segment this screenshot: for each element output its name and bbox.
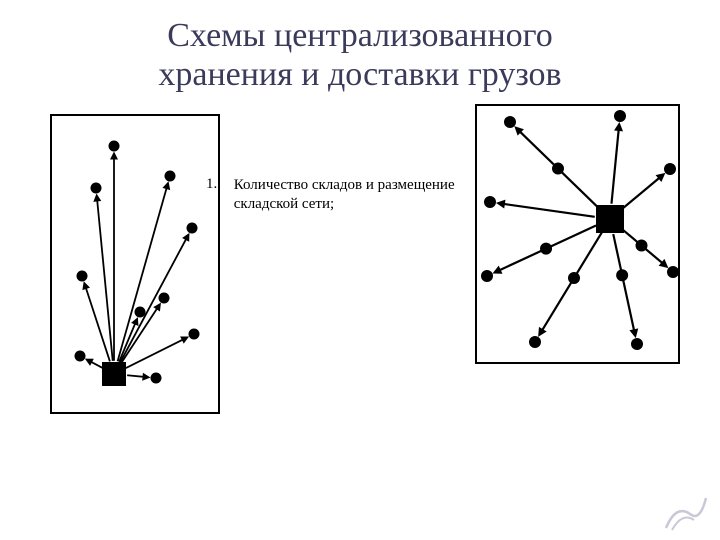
- caption-number: 1.: [200, 176, 230, 193]
- corner-decoration-icon: [660, 484, 710, 534]
- page-title: Схемы централизованного хранения и доста…: [0, 0, 720, 94]
- title-line-2: хранения и доставки грузов: [158, 56, 561, 93]
- caption: 1. Количество складов и размещение склад…: [200, 176, 480, 214]
- caption-text: Количество складов и размещение складско…: [234, 176, 464, 214]
- diagram-right-svg: [475, 104, 680, 364]
- diagram-right: [475, 104, 680, 364]
- diagram-left: [50, 114, 220, 414]
- diagram-left-svg: [52, 116, 222, 416]
- title-line-1: Схемы централизованного: [167, 17, 553, 54]
- content-area: 1. Количество складов и размещение склад…: [0, 94, 720, 514]
